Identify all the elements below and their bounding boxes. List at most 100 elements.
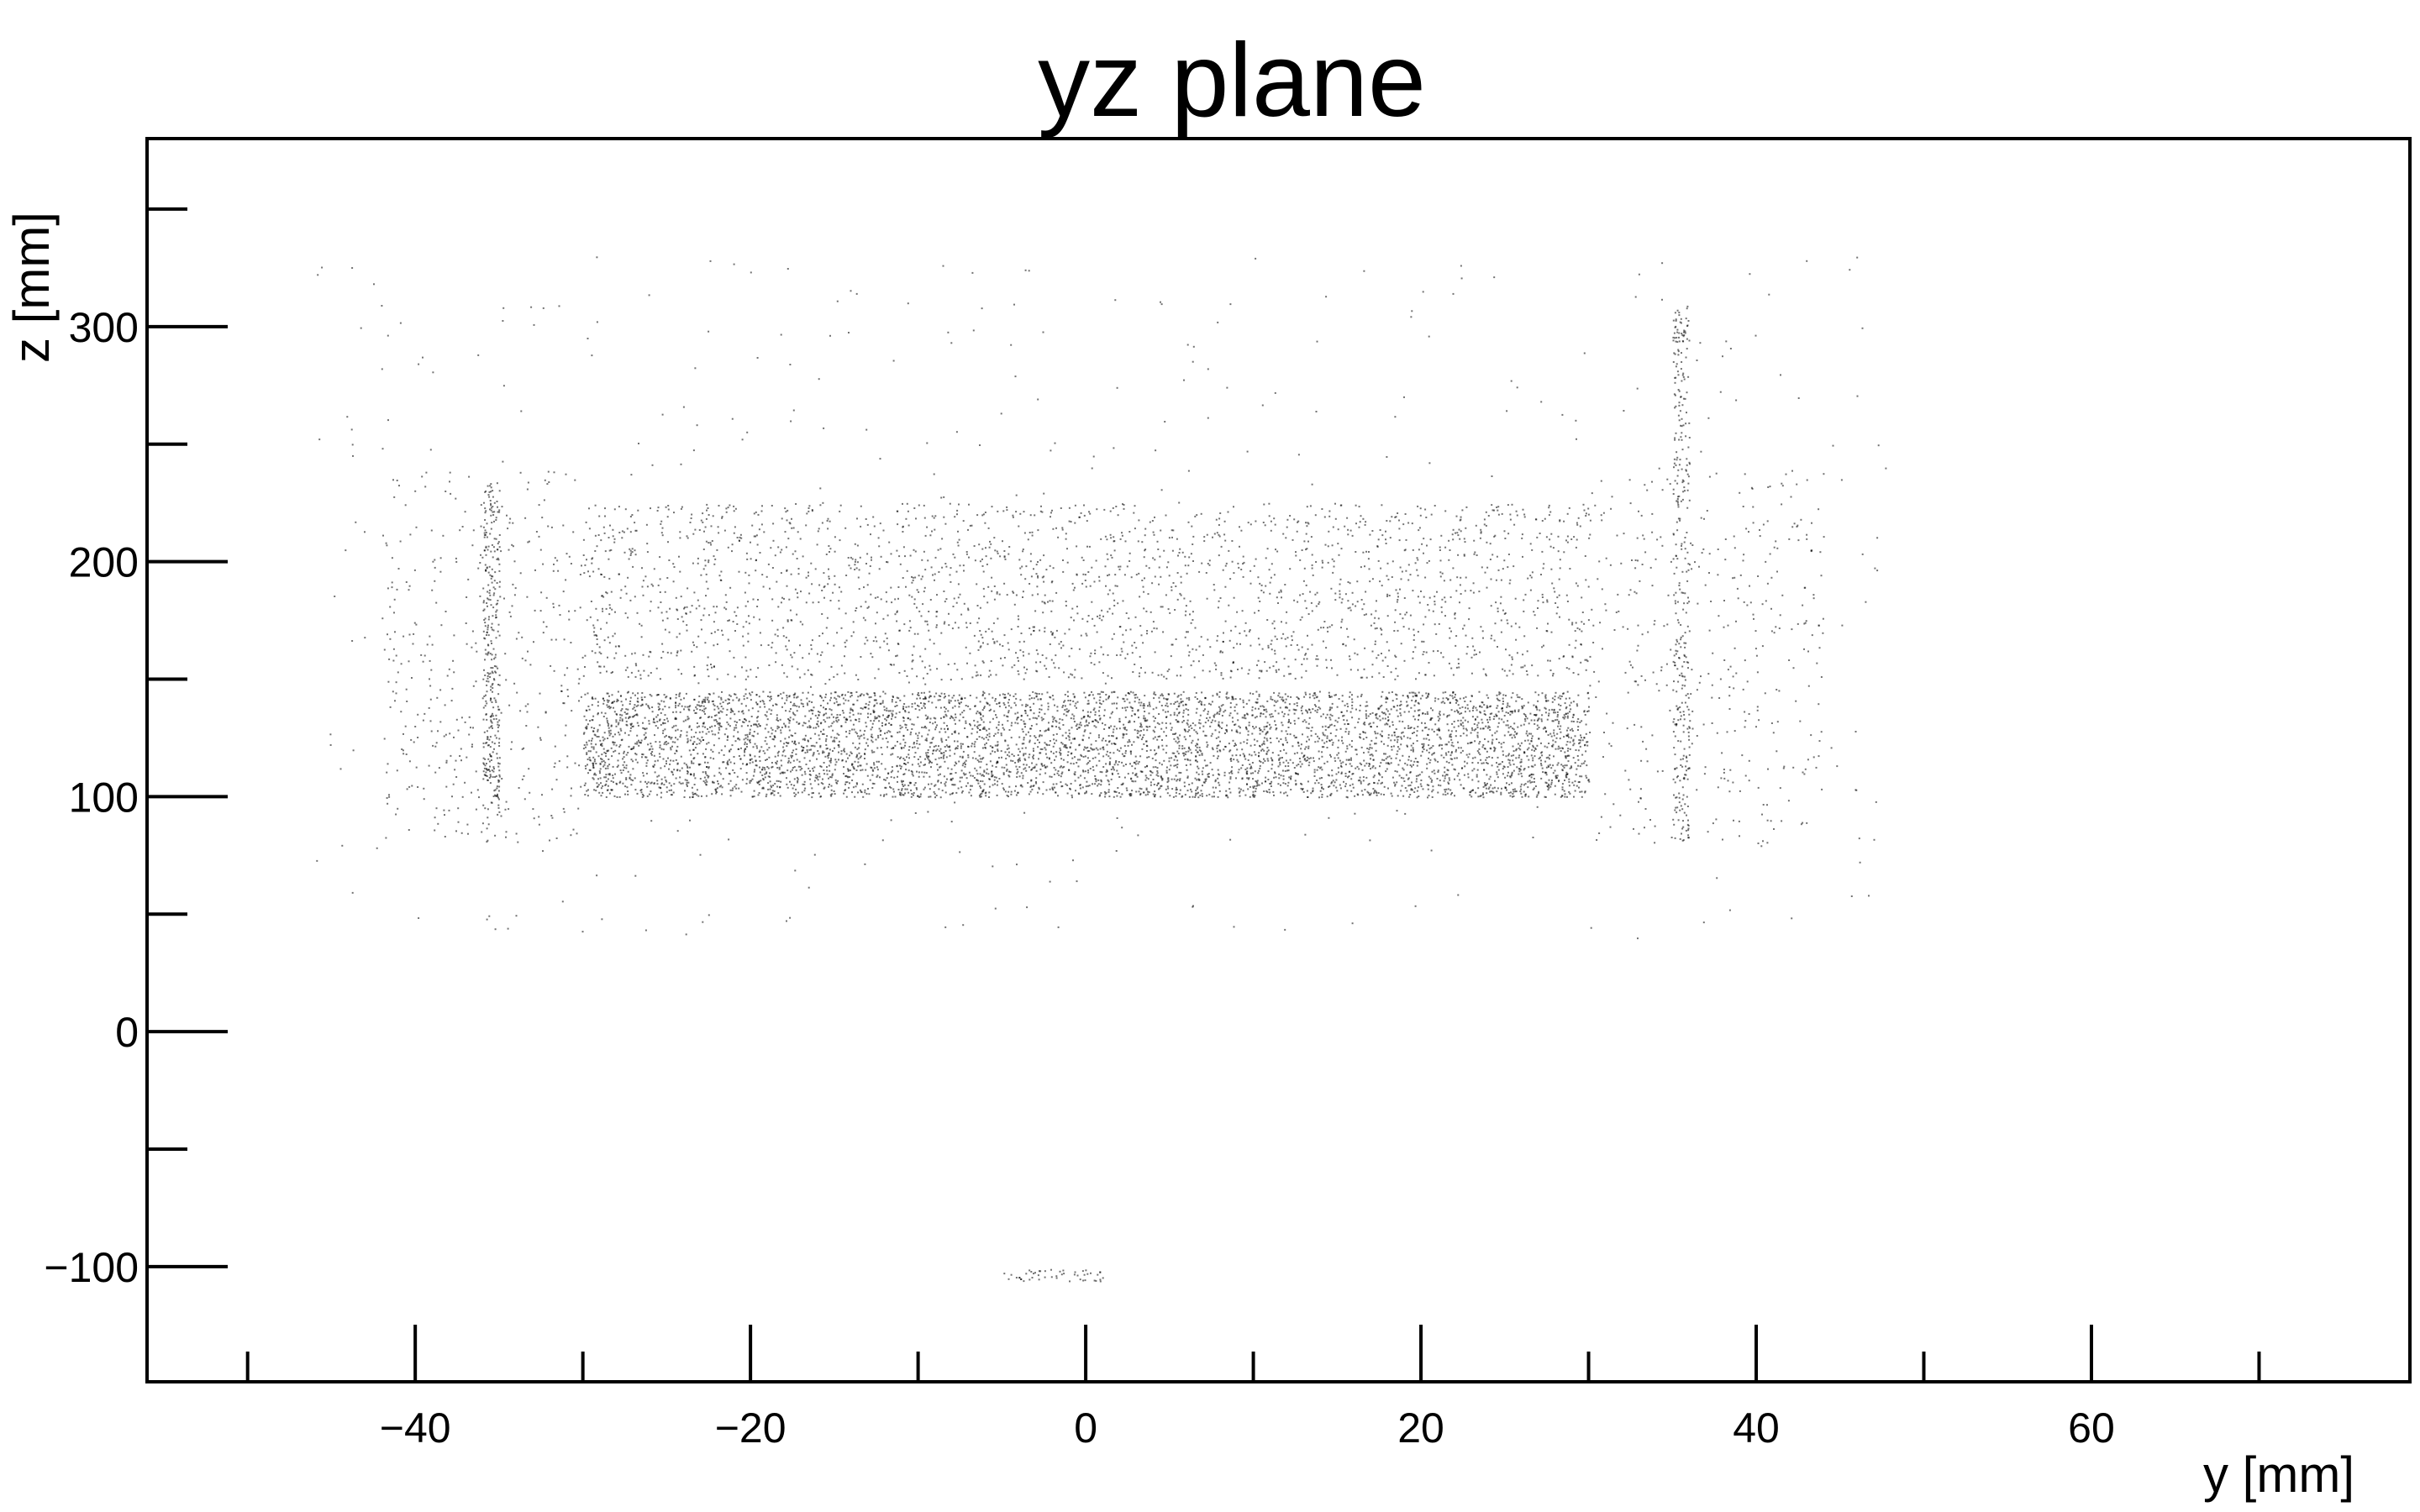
scatter-point [923, 727, 925, 729]
scatter-point [1494, 780, 1496, 782]
scatter-point [1524, 795, 1527, 797]
scatter-point [1069, 703, 1071, 706]
scatter-point [1252, 790, 1255, 793]
scatter-point [603, 776, 606, 779]
scatter-point [751, 778, 754, 780]
scatter-point [979, 723, 981, 726]
scatter-point [1151, 757, 1154, 759]
scatter-point [718, 728, 721, 731]
scatter-point [843, 792, 845, 795]
scatter-point [1205, 734, 1207, 737]
scatter-point [939, 706, 942, 709]
scatter-point [1123, 706, 1126, 709]
scatter-point [1379, 733, 1381, 736]
scatter-point [1507, 774, 1509, 777]
scatter-point [622, 758, 624, 760]
scatter-point [1126, 698, 1128, 701]
scatter-point [1226, 730, 1228, 732]
scatter-point [632, 760, 634, 763]
scatter-point [1482, 727, 1485, 730]
scatter-point [1083, 716, 1086, 718]
scatter-point [727, 736, 729, 738]
scatter-point [651, 711, 654, 713]
scatter-point [1487, 740, 1490, 743]
scatter-point [897, 741, 898, 743]
scatter-point [705, 784, 708, 786]
scatter-point [939, 699, 941, 701]
scatter-point [1023, 743, 1025, 745]
scatter-point [1207, 775, 1210, 778]
scatter-point [1101, 771, 1103, 774]
scatter-point [1028, 698, 1031, 701]
scatter-point [1064, 700, 1066, 702]
scatter-point [1341, 736, 1344, 738]
scatter-point [1328, 785, 1329, 788]
scatter-point [1107, 697, 1110, 700]
scatter-point [1471, 779, 1474, 781]
scatter-point [1445, 753, 1448, 756]
scatter-point [1013, 696, 1015, 697]
scatter-point [776, 780, 778, 782]
scatter-point [858, 747, 860, 749]
scatter-point [1403, 727, 1406, 729]
scatter-point [857, 758, 860, 760]
scatter-point [1188, 748, 1191, 750]
scatter-point [1197, 791, 1199, 794]
scatter-point [826, 717, 829, 719]
scatter-point [904, 788, 907, 790]
scatter-point [1015, 704, 1017, 706]
scatter-point [1007, 790, 1010, 793]
scatter-point [665, 741, 667, 743]
scatter-point [1584, 790, 1586, 793]
scatter-point [1415, 774, 1418, 777]
scatter-point [1470, 700, 1472, 702]
scatter-point [1551, 720, 1554, 722]
scatter-point [1565, 776, 1568, 779]
scatter-point [1484, 784, 1486, 786]
scatter-point [1097, 721, 1099, 723]
scatter-point [1156, 772, 1159, 774]
scatter-point [1044, 730, 1046, 732]
scatter-point [783, 771, 786, 774]
scatter-point [1028, 793, 1030, 795]
scatter-point [1076, 728, 1078, 730]
scatter-point [823, 787, 825, 790]
scatter-point [746, 763, 748, 765]
scatter-point [1177, 695, 1180, 697]
scatter-point [1099, 794, 1102, 796]
scatter-point [1086, 724, 1089, 727]
scatter-point [1130, 753, 1132, 755]
scatter-point [1288, 776, 1291, 779]
scatter-point [1471, 757, 1474, 759]
scatter-point [843, 766, 845, 769]
scatter-point [878, 720, 881, 722]
scatter-point [1541, 714, 1544, 717]
scatter-point [1502, 750, 1504, 753]
scatter-point [902, 747, 905, 749]
scatter-point [1446, 715, 1449, 717]
scatter-point [911, 764, 913, 766]
scatter-point [1323, 746, 1325, 748]
scatter-point [1333, 785, 1335, 787]
scatter-point [1153, 731, 1155, 733]
scatter-point [1160, 693, 1163, 696]
scatter-point [686, 780, 688, 782]
scatter-point [1519, 790, 1522, 793]
scatter-point [1476, 750, 1479, 753]
scatter-point [1224, 732, 1226, 734]
scatter-point [762, 786, 765, 789]
scatter-point [790, 708, 792, 710]
scatter-point [800, 702, 802, 705]
scatter-point [1547, 734, 1549, 736]
scatter-point [711, 730, 713, 732]
scatter-point [1369, 747, 1371, 748]
scatter-point [1188, 784, 1191, 785]
scatter-point [1048, 729, 1050, 732]
scatter-point [860, 790, 862, 793]
scatter-point [1239, 795, 1241, 797]
scatter-point [1023, 754, 1025, 757]
scatter-point [834, 696, 836, 699]
scatter-point [1185, 708, 1187, 711]
scatter-point [1287, 765, 1290, 767]
scatter-point [1523, 712, 1525, 715]
